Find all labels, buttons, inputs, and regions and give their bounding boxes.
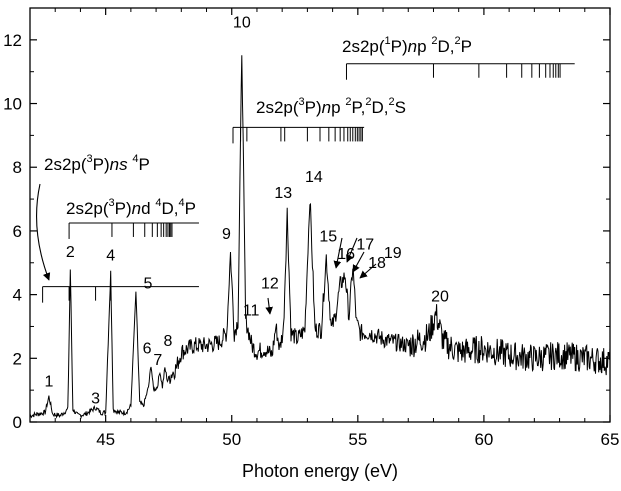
- peak17-arrow: [346, 237, 358, 263]
- peak-label: 5: [143, 275, 152, 292]
- peak-label: 4: [106, 247, 115, 264]
- x-tick-label: 65: [601, 430, 620, 449]
- series-label-part: 3: [109, 197, 115, 209]
- series-label-part: P: [138, 155, 149, 174]
- y-tick-label: 12: [3, 31, 22, 50]
- peak-label: 3: [91, 391, 100, 408]
- series-label-part: 2: [431, 35, 437, 47]
- peak-label: 2: [66, 244, 75, 261]
- series-label-part: P): [305, 98, 322, 117]
- ns-series-arrow: [36, 183, 51, 281]
- peak19-arrow: [359, 263, 377, 279]
- x-tick-label: 60: [474, 430, 493, 449]
- series-label-part: P): [115, 199, 132, 218]
- series-label-part: P): [93, 155, 110, 174]
- series-label-part: P: [461, 37, 472, 56]
- peak-label: 14: [305, 169, 323, 186]
- series-label: 2s2p(3P)ns 4P: [44, 153, 150, 174]
- y-tick-label: 8: [13, 158, 22, 177]
- peak12-arrow: [265, 297, 273, 315]
- y-tick-label: 2: [13, 349, 22, 368]
- series-label-part: 2: [365, 96, 371, 108]
- y-tick-label: 6: [13, 222, 22, 241]
- series-label-part: n: [408, 37, 417, 56]
- peak-label: 20: [431, 289, 449, 306]
- series-label: 2s2p(3P)np 2P,2D,2S: [256, 96, 406, 117]
- series-label-part: 4: [178, 197, 184, 209]
- annotation-arrows: [36, 183, 377, 315]
- peak-label: 9: [222, 226, 231, 243]
- series-label-part: d: [141, 199, 155, 218]
- series-label-part: 2: [454, 35, 460, 47]
- series-label-part: D,: [437, 37, 454, 56]
- series-label-part: D,: [371, 98, 388, 117]
- peak-label: 17: [356, 237, 374, 254]
- series-label-part: 2s2p(: [342, 37, 385, 56]
- spectrum-line: [29, 55, 611, 420]
- series-label-part: 2: [388, 96, 394, 108]
- x-tick-label: 55: [348, 430, 367, 449]
- series-label-part: D,: [161, 199, 178, 218]
- series-label-part: 1: [385, 35, 391, 47]
- peak-label: 6: [143, 341, 152, 358]
- x-axis-title: Photon energy (eV): [242, 461, 398, 481]
- x-tick-label: 50: [222, 430, 241, 449]
- peak-label: 8: [163, 333, 172, 350]
- series-label-part: n: [322, 98, 331, 117]
- series-label-part: p: [331, 98, 345, 117]
- series-label-part: ns: [110, 155, 128, 174]
- series-label-part: 3: [299, 96, 305, 108]
- series-label-part: 2s2p(: [66, 199, 109, 218]
- series-label-part: 4: [132, 153, 138, 165]
- series-label-part: 4: [155, 197, 161, 209]
- peak-label: 10: [233, 14, 251, 31]
- peak-label: 15: [319, 228, 337, 245]
- peak-label: 1: [44, 374, 53, 391]
- series-label: 2s2p(3P)nd 4D,4P: [66, 197, 196, 218]
- series-label-part: 2s2p(: [256, 98, 299, 117]
- series-label: 2s2p(1P)np 2D,2P: [342, 35, 472, 56]
- series-label-part: p: [417, 37, 431, 56]
- series-label-part: S: [395, 98, 406, 117]
- series-label-part: 2: [345, 96, 351, 108]
- spectrum-layer: [29, 55, 611, 420]
- peak18-arrow: [352, 251, 365, 273]
- series-label-part: 2s2p(: [44, 155, 87, 174]
- peak-label: 12: [261, 275, 279, 292]
- series-label-part: 3: [87, 153, 93, 165]
- plot-frame: [29, 7, 611, 423]
- y-tick-label: 4: [13, 286, 22, 305]
- peak16-arrow: [333, 237, 343, 269]
- x-tick-label: 45: [96, 430, 115, 449]
- series-label-part: n: [132, 199, 141, 218]
- y-tick-label: 10: [3, 95, 22, 114]
- peak-label: 13: [274, 185, 292, 202]
- series-label-part: P: [185, 199, 196, 218]
- series-label-part: P,: [351, 98, 365, 117]
- y-tick-label: 0: [13, 413, 22, 432]
- peak-label: 19: [384, 245, 402, 262]
- peak-label: 11: [243, 303, 260, 320]
- peak-label: 7: [153, 352, 162, 369]
- series-label-part: P): [391, 37, 408, 56]
